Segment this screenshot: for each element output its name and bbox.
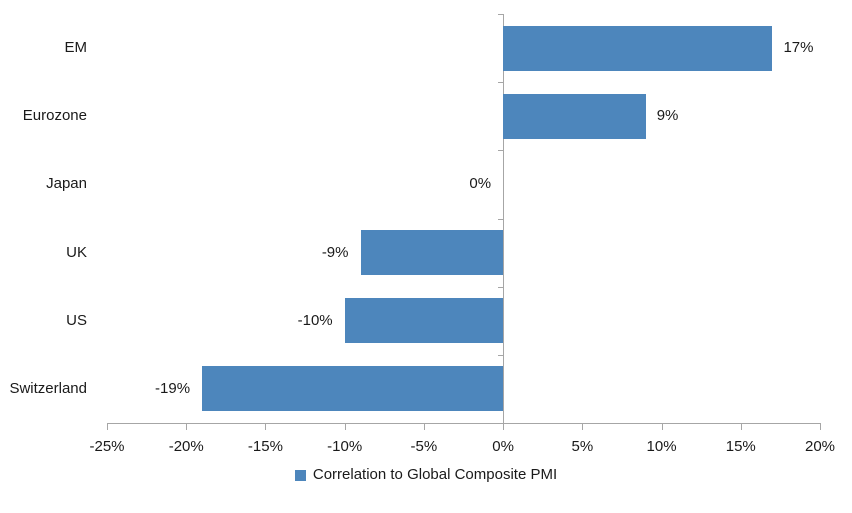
bar-em xyxy=(503,25,773,71)
x-axis-tick-label: 5% xyxy=(571,438,594,455)
x-axis-tick xyxy=(265,424,267,430)
category-axis-tick xyxy=(498,354,504,356)
bar-uk xyxy=(360,230,504,276)
bar-us xyxy=(344,298,504,344)
value-label-em: 17% xyxy=(783,39,814,57)
x-axis-tick xyxy=(344,424,346,430)
x-axis-tick-label: 15% xyxy=(725,438,756,455)
category-label-em: EM xyxy=(64,39,88,57)
category-label-eurozone: Eurozone xyxy=(22,107,87,125)
category-label-japan: Japan xyxy=(46,175,87,193)
x-axis-tick xyxy=(503,424,505,430)
bar-switzerland xyxy=(202,366,504,412)
x-axis-line xyxy=(107,423,821,424)
value-label-japan: 0% xyxy=(469,175,492,193)
x-axis-tick xyxy=(423,424,425,430)
bar-eurozone xyxy=(503,93,646,139)
category-label-uk: UK xyxy=(66,243,87,261)
y-axis-line xyxy=(503,14,505,429)
category-label-switzerland: Switzerland xyxy=(9,379,87,397)
x-axis-tick xyxy=(820,424,821,430)
x-axis-tick-label: -25% xyxy=(89,438,125,455)
category-axis-tick xyxy=(498,82,504,84)
x-axis-tick xyxy=(661,424,663,430)
category-axis-tick xyxy=(498,218,504,220)
value-label-uk: -9% xyxy=(321,243,349,261)
x-axis-tick-label: 20% xyxy=(804,438,836,455)
value-label-eurozone: 9% xyxy=(656,107,679,125)
x-axis-tick-label: 0% xyxy=(492,438,514,455)
legend-series-marker-icon xyxy=(294,469,306,481)
x-axis-tick-label: -5% xyxy=(410,438,438,455)
category-axis-tick xyxy=(498,14,504,15)
category-label-us: US xyxy=(66,311,87,329)
x-axis-tick xyxy=(582,424,584,430)
x-axis-tick xyxy=(186,424,188,430)
legend-series-label: Correlation to Global Composite PMI xyxy=(312,466,558,483)
value-label-switzerland: -19% xyxy=(155,379,191,397)
chart-legend: Correlation to Global Composite PMI xyxy=(0,466,852,484)
value-label-us: -10% xyxy=(297,311,333,329)
x-axis-tick-label: -15% xyxy=(247,438,283,455)
x-axis-tick-label: 10% xyxy=(646,438,677,455)
category-axis-tick xyxy=(498,150,504,152)
x-axis-tick xyxy=(107,424,108,430)
category-axis-tick xyxy=(498,286,504,288)
x-axis-tick-label: -20% xyxy=(168,438,204,455)
x-axis-tick-label: -10% xyxy=(327,438,363,455)
x-axis-tick xyxy=(740,424,742,430)
